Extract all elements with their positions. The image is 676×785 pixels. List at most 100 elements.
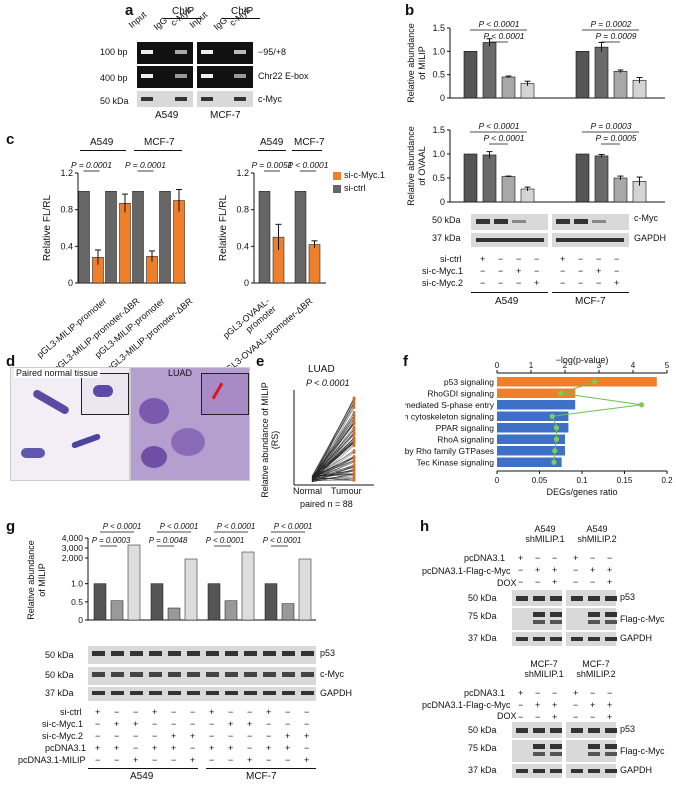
h-band <box>588 728 600 733</box>
e-pair-line <box>311 441 355 478</box>
e-pair-line <box>311 434 355 480</box>
size-100bp: 100 bp <box>100 47 128 57</box>
g-mark: − <box>304 707 310 717</box>
e-pair-line <box>311 412 355 477</box>
g-band <box>149 651 162 656</box>
e-point <box>352 450 356 453</box>
h-band <box>550 728 562 733</box>
f-category-label: p53 signaling <box>444 377 494 387</box>
h-mark: + <box>607 565 613 575</box>
g-mark: + <box>285 743 291 753</box>
panel-label-e: e <box>256 353 265 370</box>
g-mark: − <box>304 743 310 753</box>
g-pvalue: P = 0.0048 <box>149 536 188 545</box>
h-mark: − <box>590 712 596 722</box>
cell-line-mcf7-a: MCF-7 <box>210 110 241 121</box>
c-bar-ctrl <box>294 191 307 284</box>
g-mark: − <box>152 719 158 729</box>
f-category-label: RhoGDI signaling <box>427 389 494 399</box>
c-ytick-label: 1.2 <box>60 168 73 178</box>
e-pair-line <box>311 460 355 481</box>
e-point <box>352 439 356 443</box>
b-mark: − <box>578 266 584 276</box>
panel-label-g: g <box>6 518 16 535</box>
b-ylabel-2: of MILIP <box>417 46 427 80</box>
b-bar <box>463 51 478 99</box>
g-band <box>263 651 276 656</box>
h-name-gapdh-top: GAPDH <box>620 633 653 643</box>
g-band <box>301 651 314 656</box>
e-pair-line <box>311 442 355 480</box>
h-band <box>571 728 583 733</box>
f-bar <box>497 457 562 467</box>
h-blot-flag-top2 <box>566 608 616 630</box>
e-pair-line <box>311 477 355 481</box>
c-ytick-label: 0.4 <box>236 241 249 251</box>
g-band <box>301 672 314 677</box>
h-mark: − <box>573 577 579 587</box>
g-row-2: si-c-Myc.1 <box>42 719 83 729</box>
e-point <box>352 469 356 472</box>
g-band <box>130 672 143 677</box>
h-band <box>533 612 545 617</box>
g-row-1: si-ctrl <box>60 707 82 717</box>
h-band <box>605 752 617 756</box>
g-bar <box>207 583 221 621</box>
b-bar <box>501 176 516 203</box>
legend-sictrl: si-ctrl <box>344 183 366 193</box>
b-mark: − <box>498 266 504 276</box>
g-mark: − <box>266 755 272 765</box>
b-ytick-label: 1.0 <box>432 149 445 159</box>
e-pair-line <box>311 457 355 477</box>
f-category-label: Tec Kinase signaling <box>417 458 495 468</box>
e-point <box>352 406 356 409</box>
b-pvalue: P = 0.0003 <box>590 121 631 131</box>
h-band <box>588 612 600 617</box>
g-mark: + <box>114 719 120 729</box>
g-bar <box>93 583 107 621</box>
c-cell-a549-right: A549 <box>260 137 284 148</box>
g-mark: − <box>171 719 177 729</box>
h-mark: − <box>518 577 524 587</box>
f-ratio-line <box>551 381 642 463</box>
h-name-gapdh-bot: GAPDH <box>620 765 653 775</box>
h-band <box>605 620 617 624</box>
g-ytick-label: 0 <box>78 615 83 625</box>
b-row-sictrl: si-ctrl <box>440 254 462 264</box>
row-name-ebox: Chr22 E-box <box>258 71 309 81</box>
g-mark: + <box>228 719 234 729</box>
gel-a-row3-right <box>197 91 253 107</box>
h-band <box>588 769 600 773</box>
f-top-tick-label: 4 <box>631 361 636 370</box>
h-band <box>550 612 562 617</box>
h-mark: − <box>590 577 596 587</box>
g-bar <box>127 544 141 621</box>
e-point <box>352 417 356 420</box>
b-ytick-label: 0 <box>440 197 445 207</box>
b-pvalue: P = 0.0005 <box>595 133 636 143</box>
h-band <box>533 769 545 773</box>
h-band <box>605 596 617 601</box>
h-header-2: A549 shMILIP.2 <box>577 524 617 544</box>
f-category-label: Signaling by Rho family GTPases <box>405 446 494 456</box>
g-band <box>244 691 257 695</box>
f-category-label: PPAR signaling <box>436 423 495 433</box>
panel-c-charts: 0 0.4 0.8 1.2 Relative FL/RL P = 0.0001 P = 0.… <box>42 160 329 288</box>
g-mark: + <box>304 731 310 741</box>
f-ratio-point <box>592 379 598 385</box>
f-ratio-point <box>549 413 555 419</box>
h-mark: + <box>573 688 579 698</box>
e-point <box>352 396 356 400</box>
blot-b-cmyc-mcf7 <box>552 214 629 230</box>
b-ytick-label: 0.5 <box>432 70 445 80</box>
b-mark: − <box>480 266 486 276</box>
g-mark: − <box>171 755 177 765</box>
g-mark: − <box>114 731 120 741</box>
g-mark: + <box>95 707 101 717</box>
g-ytick-label: 1.0 <box>71 579 83 589</box>
h-size-75-top: 75 kDa <box>468 611 497 621</box>
b-mark: − <box>596 278 602 288</box>
g-band <box>244 651 257 656</box>
g-mark: + <box>247 719 253 729</box>
b-mark: − <box>614 254 620 264</box>
